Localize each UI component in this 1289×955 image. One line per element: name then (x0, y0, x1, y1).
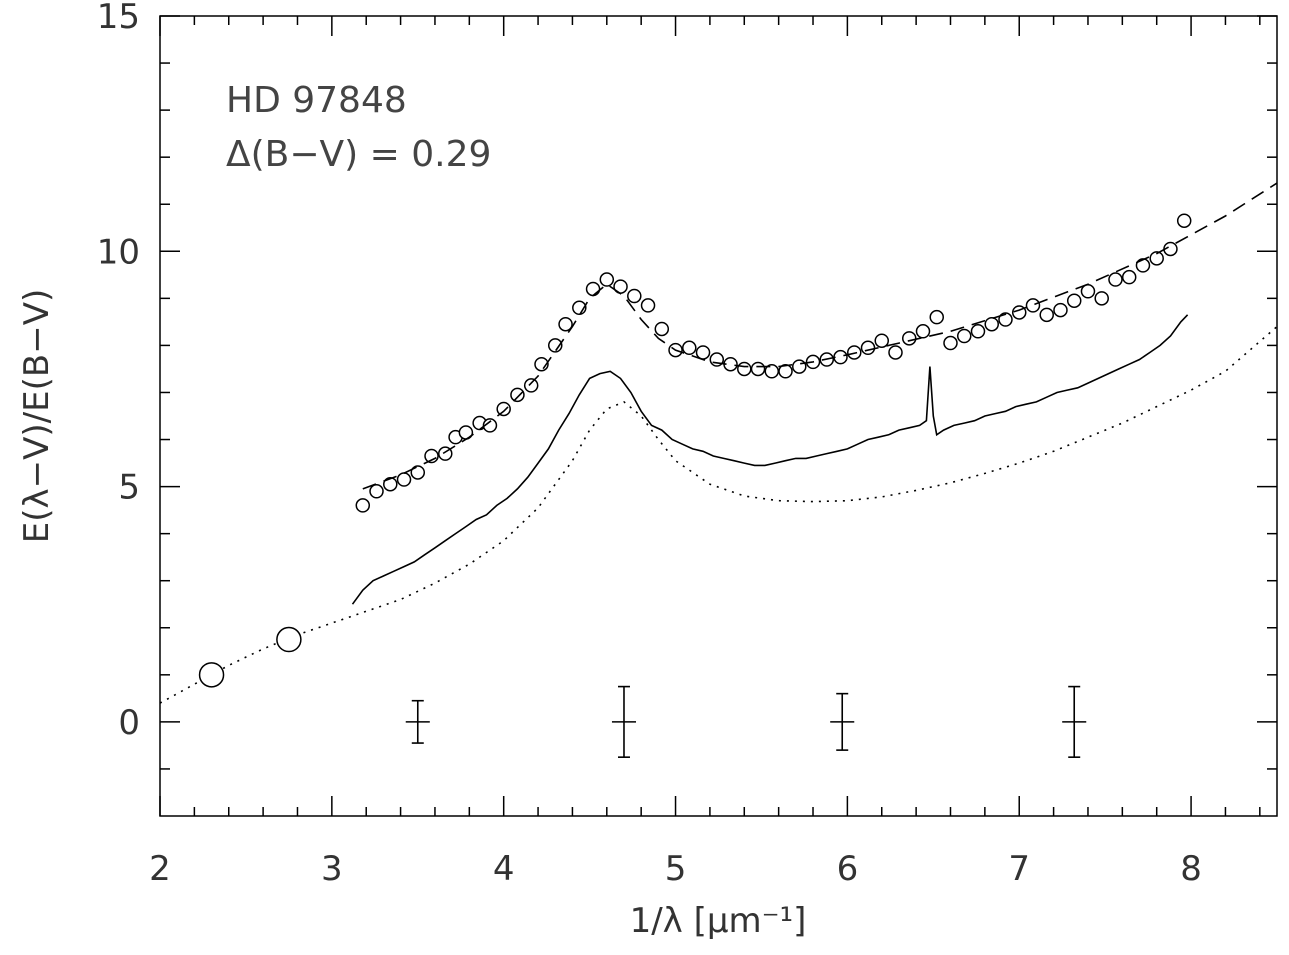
y-tick-label: 5 (118, 468, 140, 508)
uv-data-point (482, 418, 498, 433)
uv-data-point (833, 349, 848, 365)
error-bar (1062, 685, 1087, 758)
uv-data-point (998, 312, 1013, 327)
y-tick-labels: 0 5 10 15 (97, 0, 140, 743)
uv-data-point (1025, 298, 1041, 313)
y-tick-label: 0 (118, 703, 140, 743)
x-tick-label: 4 (493, 849, 515, 889)
uv-data-point (547, 338, 563, 353)
uv-data-point (496, 401, 511, 417)
errorbar-layer (405, 685, 1087, 758)
uv-data-point (510, 387, 525, 403)
uv-data-point (627, 288, 642, 304)
major-ticks (159, 15, 1277, 816)
star-name-label: HD 97848 (226, 80, 407, 121)
uv-data-point (1135, 258, 1151, 273)
uv-data-point (410, 465, 426, 480)
uv-data-point (682, 340, 697, 356)
uv-data-point (640, 298, 656, 313)
uv-data-point (396, 472, 412, 487)
uv-data-point (383, 476, 398, 492)
uv-data-point (558, 316, 573, 332)
x-axis-title: 1/λ [μm⁻¹] (630, 901, 807, 941)
uv-data-point (750, 361, 766, 377)
uv-data-point (943, 335, 958, 351)
uv-data-point (792, 359, 807, 374)
y-tick-label: 10 (97, 232, 140, 272)
uv-data-point (599, 272, 615, 287)
uv-data-point (1066, 293, 1082, 308)
uv-data-point (970, 324, 986, 339)
uv-data-point (369, 484, 384, 499)
uv-data-point (1039, 307, 1054, 323)
series-layer (159, 182, 1278, 704)
uv-data-point (874, 333, 890, 348)
x-tick-label: 7 (1008, 849, 1030, 889)
optical-data-point (198, 662, 225, 688)
y-tick-label: 15 (97, 0, 140, 37)
x-tick-label: 6 (837, 849, 859, 889)
error-bar (405, 699, 430, 744)
uv-data-point (901, 331, 917, 346)
uv-data-point (956, 328, 972, 344)
spectrum-line (351, 314, 1189, 605)
uv-data-point (1094, 291, 1109, 306)
uv-data-point (1108, 272, 1123, 287)
x-tick-label: 5 (665, 849, 687, 889)
uv-data-point (355, 498, 371, 513)
uv-data-point (1149, 251, 1164, 266)
fit-dashed-line (362, 182, 1278, 490)
y-axis-title: E(λ−V)/E(B−V) (17, 289, 57, 543)
x-tick-labels: 2 3 4 5 6 7 8 (149, 849, 1202, 889)
uv-data-point (737, 361, 752, 377)
uv-data-point (929, 309, 944, 325)
uv-data-point (915, 324, 931, 339)
uv-data-point (778, 364, 793, 379)
color-excess-label: Δ(B−V) = 0.29 (226, 134, 491, 175)
uv-data-point (1121, 269, 1137, 285)
plot-frame (159, 15, 1278, 817)
reference-dotted-line (159, 325, 1278, 704)
x-tick-label: 8 (1180, 849, 1202, 889)
uv-data-point (1176, 213, 1192, 228)
uv-data-point (585, 281, 601, 297)
uv-data-point (888, 345, 903, 360)
x-tick-label: 3 (321, 849, 343, 889)
uv-data-point (860, 340, 876, 356)
minor-ticks (160, 16, 1277, 816)
error-bar (830, 692, 855, 751)
uv-data-point (984, 316, 999, 332)
uv-data-point (523, 378, 539, 393)
x-tick-label: 2 (149, 849, 171, 889)
uv-data-point (654, 321, 670, 337)
error-bar (611, 685, 637, 758)
uv-data-point (695, 345, 711, 360)
uv-data-point (1053, 302, 1068, 318)
optical-data-point (276, 626, 302, 653)
